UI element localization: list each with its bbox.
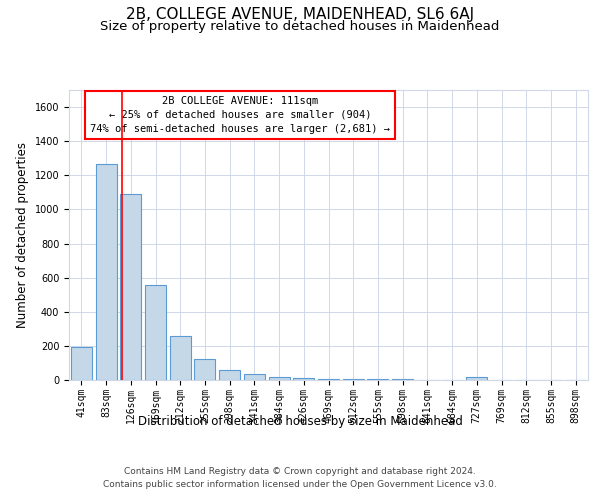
Bar <box>367 379 388 380</box>
Text: Distribution of detached houses by size in Maidenhead: Distribution of detached houses by size … <box>137 414 463 428</box>
Bar <box>219 370 240 380</box>
Bar <box>269 376 290 380</box>
Bar <box>466 376 487 380</box>
Text: Contains HM Land Registry data © Crown copyright and database right 2024.: Contains HM Land Registry data © Crown c… <box>124 468 476 476</box>
Bar <box>95 164 116 380</box>
Y-axis label: Number of detached properties: Number of detached properties <box>16 142 29 328</box>
Bar <box>343 379 364 380</box>
Text: Size of property relative to detached houses in Maidenhead: Size of property relative to detached ho… <box>100 20 500 33</box>
Bar <box>194 358 215 380</box>
Text: 2B COLLEGE AVENUE: 111sqm
← 25% of detached houses are smaller (904)
74% of semi: 2B COLLEGE AVENUE: 111sqm ← 25% of detac… <box>90 96 390 134</box>
Text: 2B, COLLEGE AVENUE, MAIDENHEAD, SL6 6AJ: 2B, COLLEGE AVENUE, MAIDENHEAD, SL6 6AJ <box>126 8 474 22</box>
Bar <box>145 286 166 380</box>
Bar <box>392 379 413 380</box>
Bar <box>71 346 92 380</box>
Bar <box>318 379 339 380</box>
Bar <box>244 374 265 380</box>
Text: Contains public sector information licensed under the Open Government Licence v3: Contains public sector information licen… <box>103 480 497 489</box>
Bar <box>170 336 191 380</box>
Bar <box>293 378 314 380</box>
Bar <box>120 194 141 380</box>
